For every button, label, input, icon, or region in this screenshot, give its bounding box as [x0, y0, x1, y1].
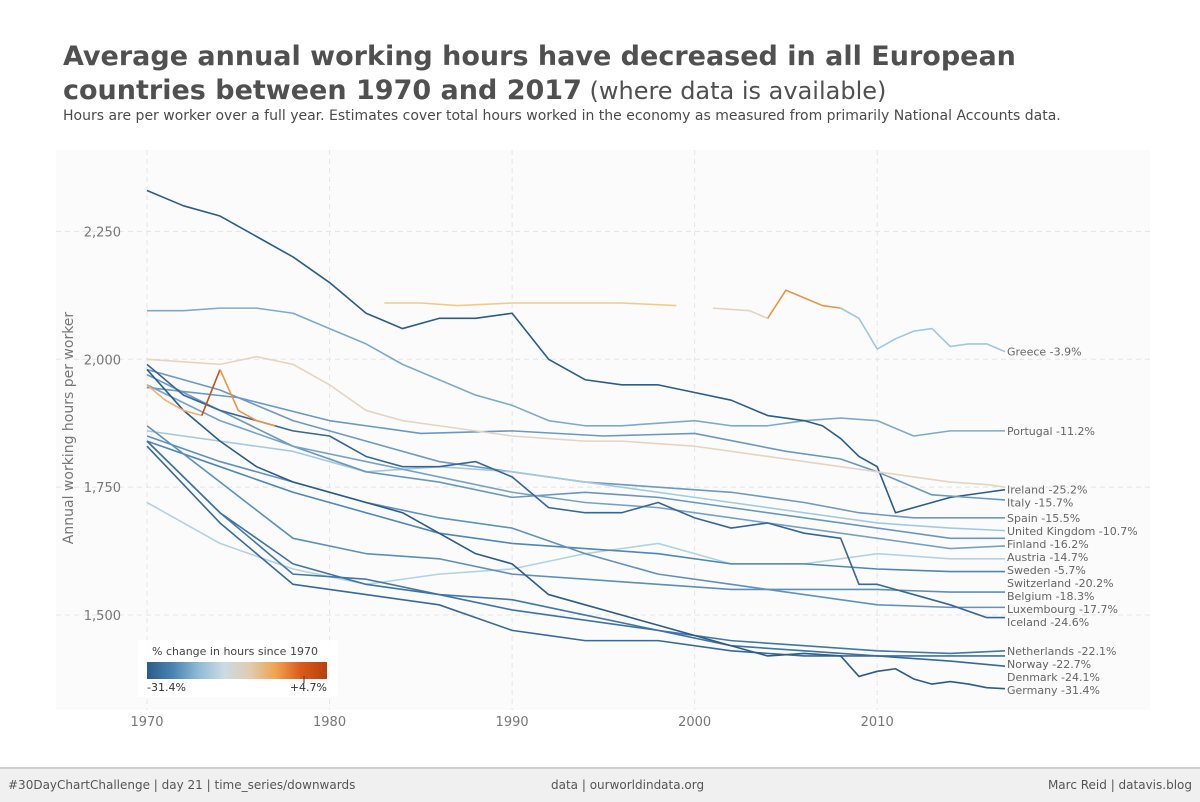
series-line-greece	[767, 289, 841, 319]
y-tick-label: 2,250	[84, 225, 121, 240]
legend-min-label: -31.4%	[147, 681, 186, 694]
y-tick-label: 2,000	[84, 353, 121, 368]
series-end-label: Switzerland -20.2%	[1007, 577, 1114, 590]
x-tick-label: 1990	[496, 715, 529, 730]
gridlines	[56, 150, 1150, 710]
series-line-netherlands	[146, 440, 1006, 655]
title-bold: Average annual working hours have decrea…	[63, 41, 1016, 106]
series-end-label: Sweden -5.7%	[1007, 564, 1086, 577]
series-line-unlabelled-17	[219, 369, 276, 427]
legend-color-ramp	[147, 662, 327, 679]
series-end-label: Austria -14.7%	[1007, 551, 1088, 564]
chart-title: Average annual working hours have decrea…	[63, 40, 1163, 108]
series-end-label: Ireland -25.2%	[1007, 484, 1087, 497]
series-line-united-kingdom	[146, 430, 1006, 532]
footer-bar: #30DayChartChallenge | day 21 | time_ser…	[0, 767, 1200, 802]
footer-left: #30DayChartChallenge | day 21 | time_ser…	[8, 778, 356, 792]
series-line-denmark	[146, 445, 1006, 667]
series-line-belgium	[146, 425, 1005, 593]
series-end-label: Norway -22.7%	[1007, 658, 1091, 671]
series-line-unlabelled-18	[146, 355, 1006, 488]
series-line-italy	[146, 386, 1006, 501]
series-line-iceland	[146, 363, 1005, 619]
series-end-label: Italy -15.7%	[1007, 497, 1073, 510]
series-end-label: Netherlands -22.1%	[1007, 645, 1116, 658]
series-end-labels: Greece -3.9% Portugal -11.2% Ireland -25.2…	[1007, 346, 1138, 697]
legend-title: % change in hours since 1970	[152, 645, 318, 658]
series-line-unlabelled-17	[146, 384, 202, 417]
series-end-label: Greece -3.9%	[1007, 346, 1082, 359]
legend-max-label: +4.7%	[290, 681, 327, 694]
x-tick-label: 1970	[130, 715, 163, 730]
color-legend: % change in hours since 1970 -31.4% +4.7…	[138, 640, 338, 697]
series-end-label: Finland -16.2%	[1007, 538, 1089, 551]
x-tick-label: 1980	[313, 715, 346, 730]
series-end-label: Germany -31.4%	[1007, 684, 1100, 697]
series-line-portugal	[147, 307, 1005, 437]
series-line-greece	[840, 307, 1006, 353]
series-line-switzerland	[146, 440, 1005, 573]
series-end-label: Spain -15.5%	[1007, 512, 1080, 525]
plot-background	[56, 150, 1150, 710]
series-end-label: Luxembourg -17.7%	[1007, 603, 1118, 616]
y-axis-ticks: 1,500 1,750 2,000 2,250	[84, 225, 121, 624]
footer-center: data | ourworldindata.org	[551, 778, 705, 792]
series-lines	[146, 189, 1006, 690]
series-end-label: Belgium -18.3%	[1007, 590, 1095, 603]
series-line-austria	[146, 384, 1006, 550]
title-tail: (where data is available)	[581, 77, 887, 105]
y-tick-label: 1,750	[84, 481, 121, 496]
series-line-germany	[146, 368, 1006, 690]
series-line-greece	[712, 307, 768, 320]
series-end-label: United Kingdom -10.7%	[1007, 525, 1138, 538]
series-line-greece	[384, 302, 677, 307]
series-end-label: Portugal -11.2%	[1007, 425, 1095, 438]
chart-subtitle: Hours are per worker over a full year. E…	[63, 108, 1061, 124]
series-end-label: Iceland -24.6%	[1007, 616, 1089, 629]
series-line-ireland	[146, 189, 1006, 514]
y-axis-label: Annual working hours per worker	[61, 312, 77, 545]
x-tick-label: 2010	[861, 715, 894, 730]
x-tick-label: 2000	[678, 715, 711, 730]
series-end-label: Denmark -24.1%	[1007, 671, 1100, 684]
x-axis-ticks: 1970 1980 1990 2000 2010	[130, 715, 893, 730]
line-chart: 1,500 1,750 2,000 2,250 1970 1980 1990 2000 201…	[56, 150, 1150, 730]
y-tick-label: 1,500	[84, 609, 121, 624]
footer-right: Marc Reid | datavis.blog	[1047, 778, 1192, 792]
series-line-unlabelled-17	[201, 369, 221, 416]
